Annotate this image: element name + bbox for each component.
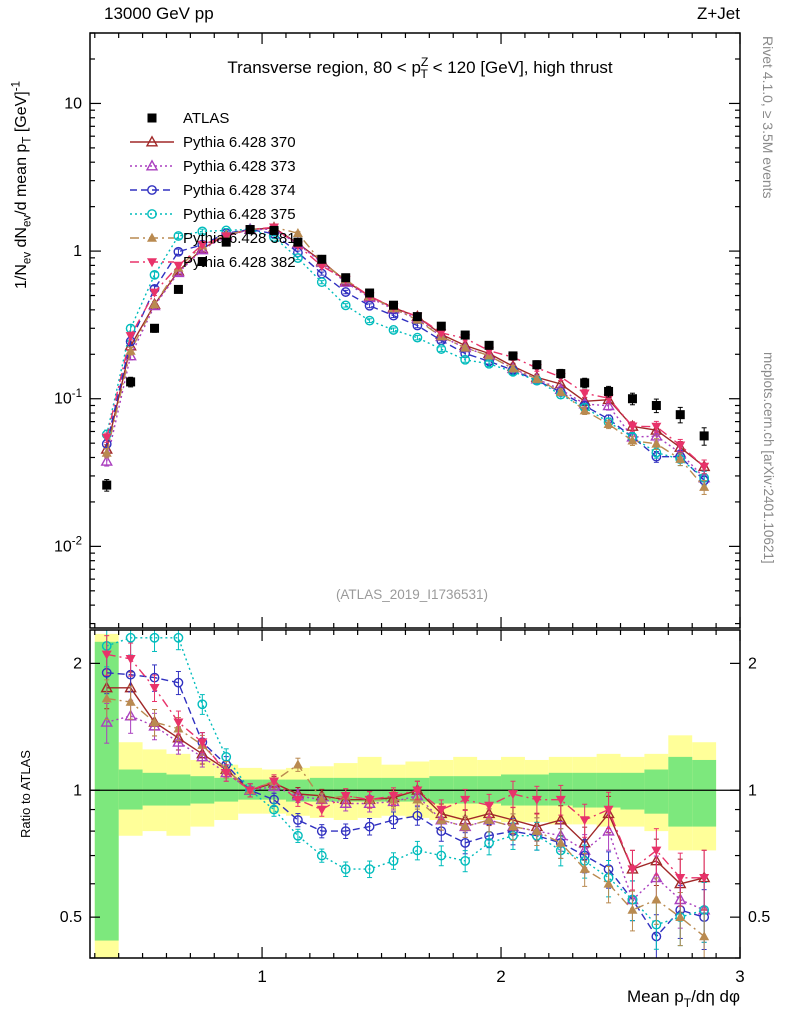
legend-label: Pythia 6.428 382 <box>183 254 296 271</box>
legend-label: Pythia 6.428 373 <box>183 158 296 175</box>
svg-text:0.5: 0.5 <box>60 909 82 926</box>
series-atlas <box>102 225 709 492</box>
legend-item-atlas: ATLAS <box>147 110 229 127</box>
legend-item-pythia-6-428-374: Pythia 6.428 374 <box>130 182 296 199</box>
legend-item-pythia-6-428-381: Pythia 6.428 381 <box>130 230 296 247</box>
svg-text:10-2: 10-2 <box>54 536 82 556</box>
legend-item-pythia-6-428-370: Pythia 6.428 370 <box>130 134 296 151</box>
svg-text:10-1: 10-1 <box>54 388 82 408</box>
legend-item-pythia-6-428-373: Pythia 6.428 373 <box>130 158 296 175</box>
ratio-pythia-6-428-382 <box>101 635 710 911</box>
analysis-id-watermark: (ATLAS_2019_I1736531) <box>336 587 488 602</box>
plot-title: Transverse region, 80 < pZ T < 120 [GeV],… <box>227 55 613 81</box>
svg-text:1: 1 <box>257 967 266 986</box>
main-panel <box>100 221 711 495</box>
svg-text:1: 1 <box>73 782 82 799</box>
legend-label: ATLAS <box>183 110 229 127</box>
legend-label: Pythia 6.428 381 <box>183 230 296 247</box>
svg-text:3: 3 <box>735 967 744 986</box>
axes <box>89 32 741 959</box>
legend-label: Pythia 6.428 374 <box>183 182 296 199</box>
ratio-axis-title: Ratio to ATLAS <box>18 750 33 838</box>
axis-labels: 10-2 10-1 1 10 0.5 0.5 1 1 2 2 1 2 3 <box>54 95 770 986</box>
legend-item-pythia-6-428-382: Pythia 6.428 382 <box>130 254 296 271</box>
svg-text:0.5: 0.5 <box>748 909 770 926</box>
svg-text:2: 2 <box>748 655 757 672</box>
legend-label: Pythia 6.428 375 <box>183 206 296 223</box>
ratio-panel <box>90 630 740 958</box>
x-axis-title: Mean pT/dη dφ <box>627 987 740 1010</box>
y-axis-title: 1/Nev dNev/d mean pT [GeV]-1 <box>10 81 33 289</box>
legend-item-pythia-6-428-375: Pythia 6.428 375 <box>130 206 296 223</box>
svg-text:2: 2 <box>496 967 505 986</box>
uncertainty-bands <box>94 633 717 958</box>
svg-text:10: 10 <box>64 95 82 112</box>
process-label: Z+Jet <box>697 4 740 23</box>
legend: ATLAS Pythia 6.428 370 Pythia 6.428 373 Pyt… <box>130 110 296 271</box>
legend-label: Pythia 6.428 370 <box>183 134 296 151</box>
svg-text:2: 2 <box>73 655 82 672</box>
svg-text:1: 1 <box>73 243 82 260</box>
mcplots-credit-label: mcplots.cern.ch [arXiv:2401.10621] <box>761 352 776 564</box>
rivet-version-label: Rivet 4.1.0, ≥ 3.5M events <box>760 36 776 199</box>
svg-text:1: 1 <box>748 782 757 799</box>
beam-energy-label: 13000 GeV pp <box>104 4 214 23</box>
